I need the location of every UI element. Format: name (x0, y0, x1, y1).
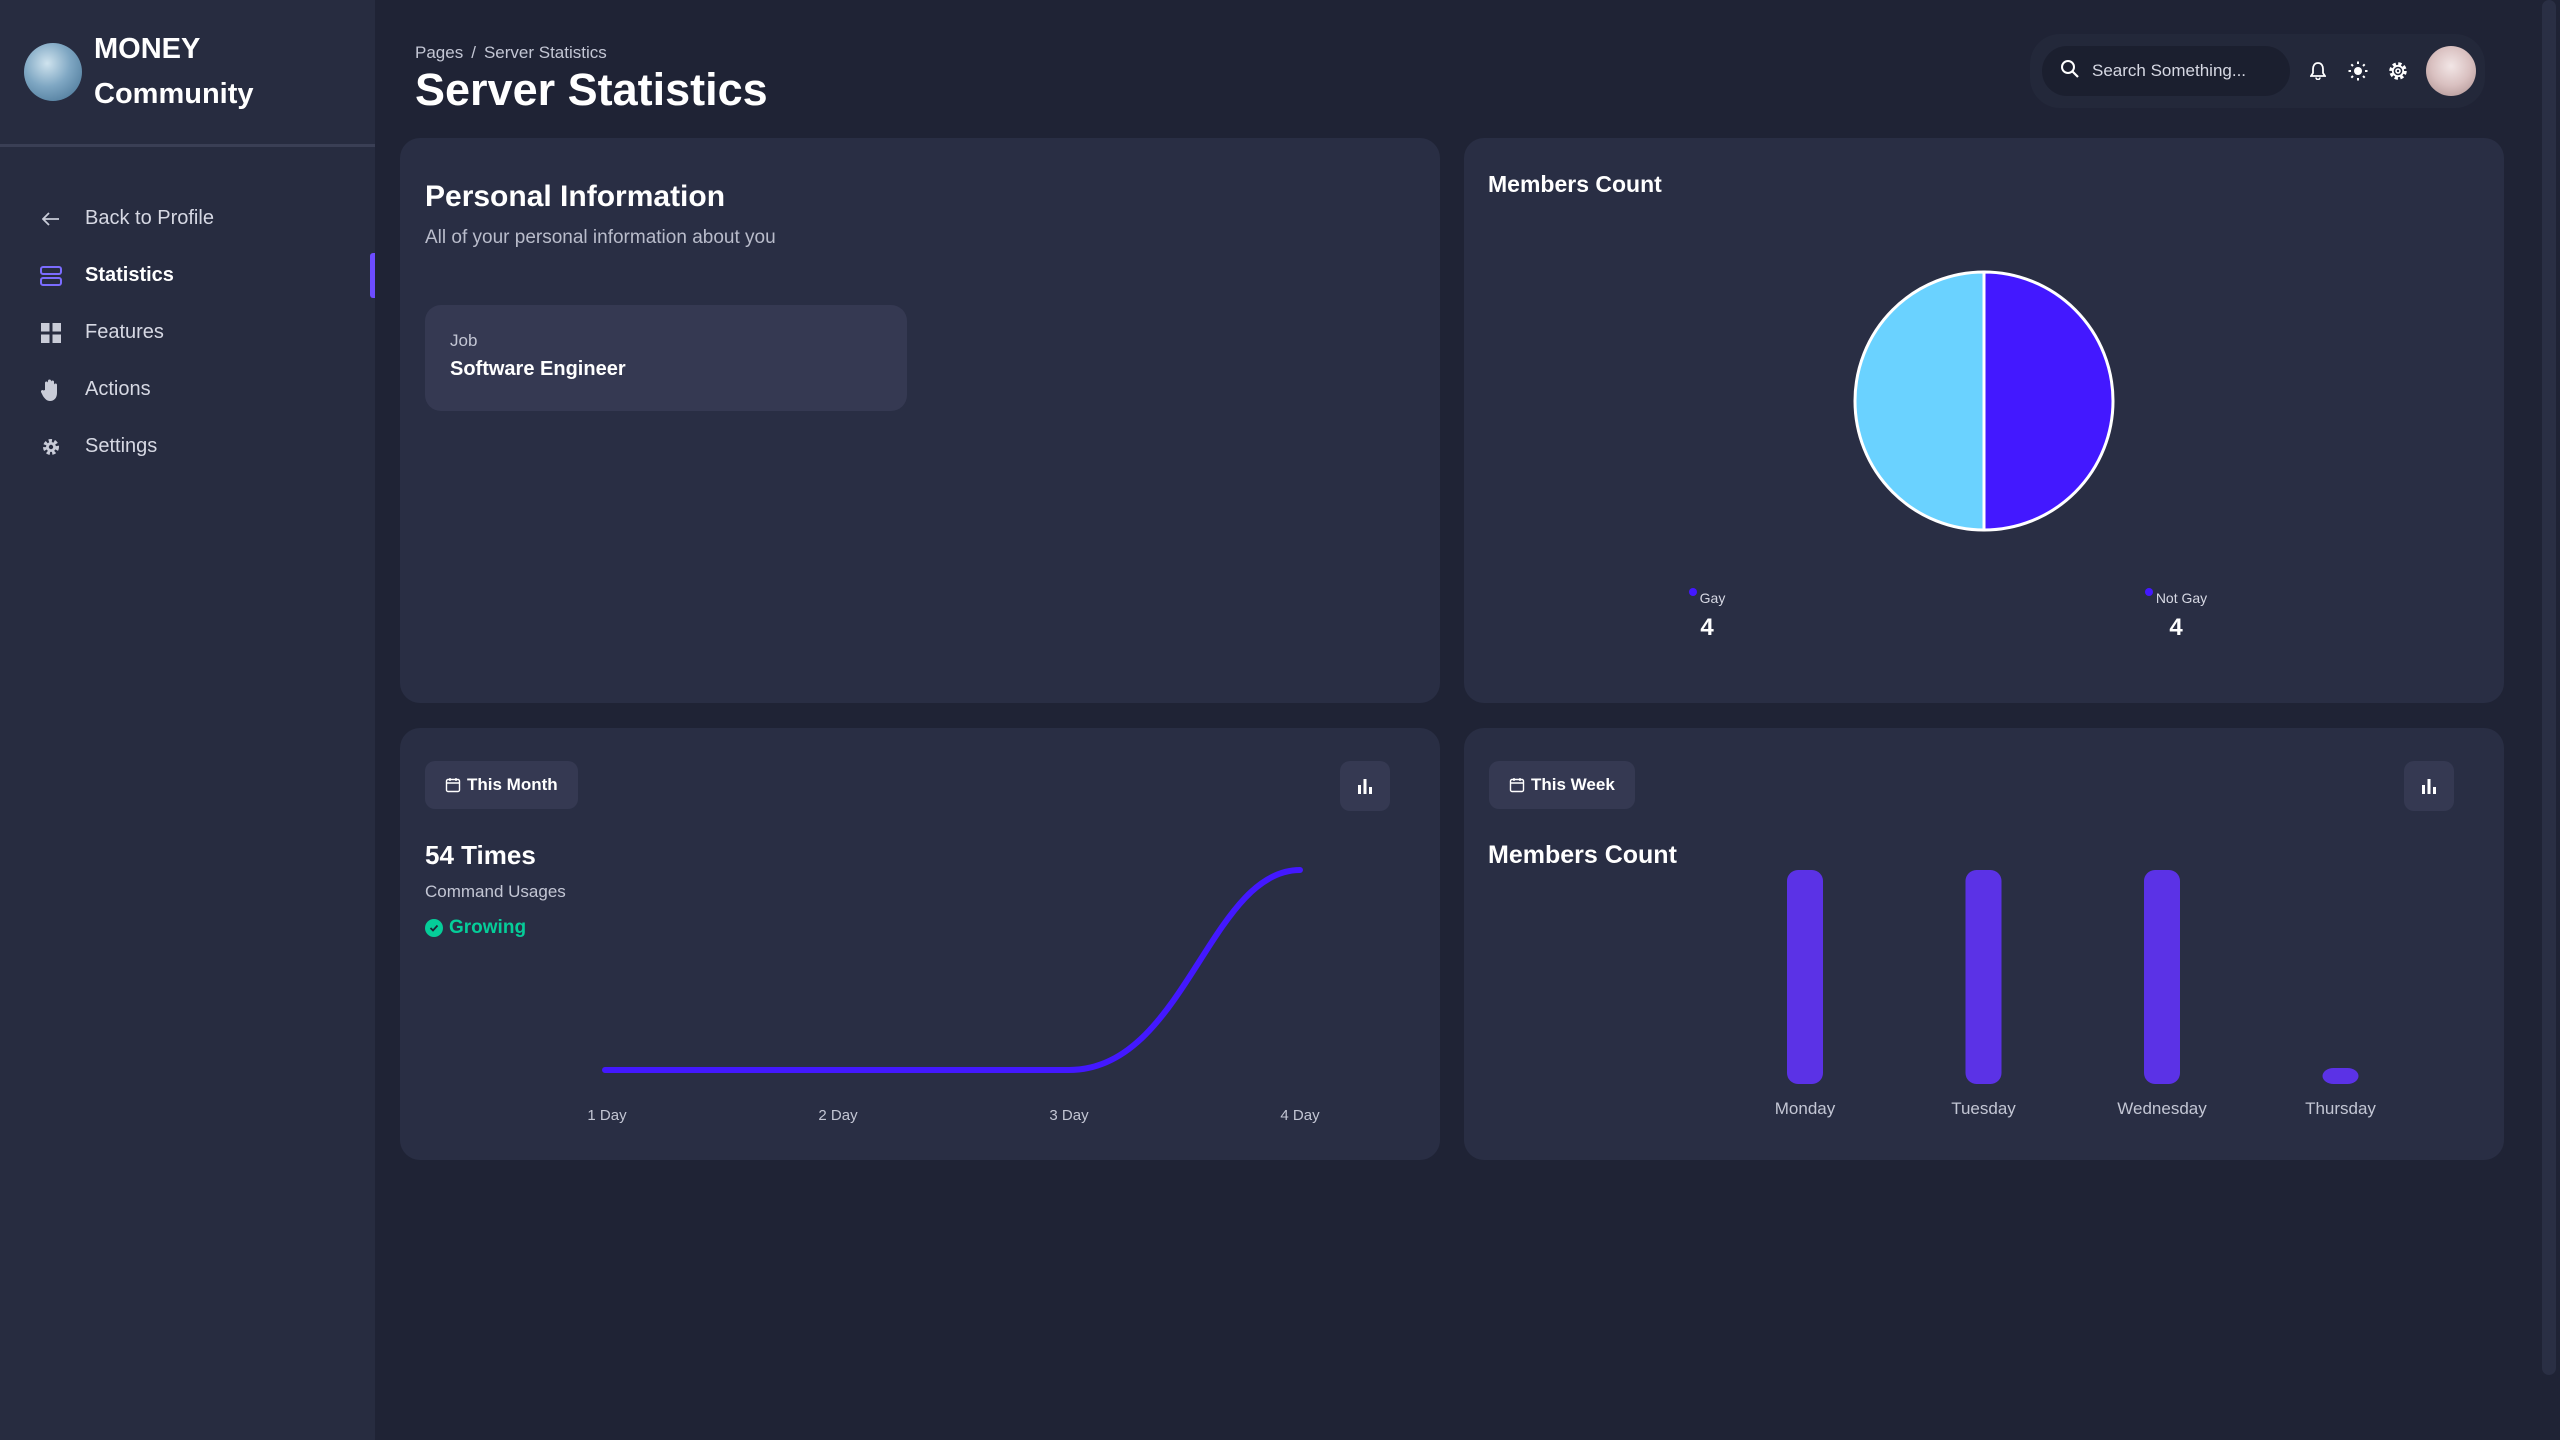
search-input[interactable] (2092, 61, 2282, 81)
line-series (602, 867, 1303, 1073)
breadcrumb-root[interactable]: Pages (415, 43, 464, 62)
brand: MONEY Community (0, 0, 375, 147)
x-tick-label: Wednesday (2117, 1099, 2207, 1118)
legend-value: 4 (1700, 614, 1714, 641)
legend-dot (1688, 588, 1697, 596)
command-usage-value: 54 Times (425, 840, 536, 870)
bar-chart-icon (2422, 779, 2436, 794)
sidebar-item-statistics[interactable]: Statistics (0, 247, 375, 304)
legend-value: 4 (2169, 614, 2183, 641)
brand-line-1: MONEY (94, 33, 201, 65)
month-chart-toggle-button[interactable] (1340, 761, 1390, 811)
legend-label: Not Gay (2116, 588, 2236, 606)
breadcrumb-separator: / (471, 43, 476, 62)
weekly-members-card: This Week Members Count Monday Tuesday Wed… (1464, 728, 2504, 1160)
gear-icon (40, 436, 62, 458)
bar-tuesday[interactable] (1965, 870, 2002, 1084)
job-value: Software Engineer (450, 358, 626, 380)
x-tick-label: 4 Day (1280, 1107, 1320, 1124)
brand-line-2: Community (94, 78, 254, 110)
settings-gear-icon[interactable] (2386, 59, 2410, 83)
server-icon (40, 265, 62, 287)
scrollbar-thumb[interactable] (2542, 0, 2556, 1375)
breadcrumb: Pages / Server Statistics (415, 43, 607, 63)
personal-information-title: Personal Information (425, 180, 726, 213)
bell-icon[interactable] (2306, 59, 2330, 83)
personal-information-subtitle: All of your personal information about y… (425, 227, 776, 248)
sidebar-nav: Back to Profile Statistics Features Acti… (0, 190, 375, 475)
brand-name: MONEY Community (94, 27, 254, 117)
x-tick-label: 3 Day (1049, 1107, 1089, 1124)
members-count-pie-card: Members Count Gay 4 Not Gay 4 (1464, 138, 2504, 703)
week-card-title: Members Count (1488, 841, 1677, 869)
calendar-icon (445, 778, 461, 793)
x-tick-label: 1 Day (587, 1107, 627, 1124)
user-avatar[interactable] (2426, 46, 2476, 96)
this-month-button[interactable]: This Month (425, 761, 578, 809)
legend-name: Gay (1699, 590, 1726, 606)
legend-label: Gay (1647, 588, 1767, 606)
command-usage-label: Command Usages (425, 882, 566, 901)
sidebar-item-label: Statistics (85, 264, 174, 286)
this-month-label: This Month (467, 775, 558, 794)
pie-card-title: Members Count (1488, 171, 1662, 197)
line-chart: 1 Day 2 Day 3 Day 4 Day (587, 867, 1320, 1124)
bar-wednesday[interactable] (2144, 870, 2180, 1084)
personal-information-card: Personal Information All of your persona… (400, 138, 1440, 703)
brand-avatar (24, 43, 82, 101)
search-icon (2060, 59, 2080, 84)
search-box[interactable] (2042, 46, 2290, 96)
x-tick-label: 2 Day (818, 1107, 858, 1124)
bar-monday[interactable] (1787, 870, 1823, 1084)
sidebar-item-label: Actions (85, 378, 151, 400)
x-tick-label: Thursday (2305, 1099, 2376, 1118)
command-usage-card: This Month 54 Times Command Usages Growi… (400, 728, 1440, 1160)
sidebar-item-label: Back to Profile (85, 207, 214, 229)
x-tick-label: Tuesday (1951, 1099, 2016, 1118)
this-week-button[interactable]: This Week (1489, 761, 1635, 809)
page-scrollbar[interactable] (2538, 0, 2560, 1440)
grid-icon (40, 322, 62, 344)
breadcrumb-current: Server Statistics (483, 43, 607, 62)
x-tick-label: Monday (1775, 1099, 1836, 1118)
job-label: Job (450, 331, 478, 350)
this-week-label: This Week (1531, 775, 1615, 794)
bar-chart: Monday Tuesday Wednesday Thursday (1775, 870, 2376, 1118)
growth-status: Growing (425, 917, 526, 939)
sidebar-item-settings[interactable]: Settings (0, 418, 375, 475)
check-circle-icon (425, 919, 443, 937)
sidebar-item-features[interactable]: Features (0, 304, 375, 361)
job-info-box: Job Software Engineer (425, 305, 907, 411)
calendar-icon (1509, 778, 1525, 793)
sidebar-item-label: Settings (85, 435, 158, 457)
pie-slice-not-gay[interactable] (1853, 270, 1986, 532)
sidebar: MONEY Community Back to Profile Statisti… (0, 0, 375, 1440)
sidebar-item-label: Features (85, 321, 164, 343)
page-title: Server Statistics (415, 64, 768, 115)
legend-gay: Gay 4 (1647, 588, 1767, 642)
growth-status-label: Growing (449, 917, 527, 938)
bar-thursday[interactable] (2322, 1068, 2359, 1084)
topbar (2030, 34, 2485, 108)
legend-name: Not Gay (2155, 590, 2208, 606)
week-chart-toggle-button[interactable] (2404, 761, 2454, 811)
hand-icon (40, 379, 62, 401)
sidebar-item-actions[interactable]: Actions (0, 361, 375, 418)
sun-icon[interactable] (2346, 59, 2370, 83)
legend-not-gay: Not Gay 4 (2116, 588, 2236, 642)
pie-chart (1853, 270, 2115, 532)
pie-slice-gay[interactable] (1982, 270, 2115, 532)
legend-dot (2144, 588, 2153, 596)
arrow-left-icon (40, 208, 62, 230)
bar-chart-icon (1358, 779, 1372, 794)
sidebar-item-back-to-profile[interactable]: Back to Profile (0, 190, 375, 247)
